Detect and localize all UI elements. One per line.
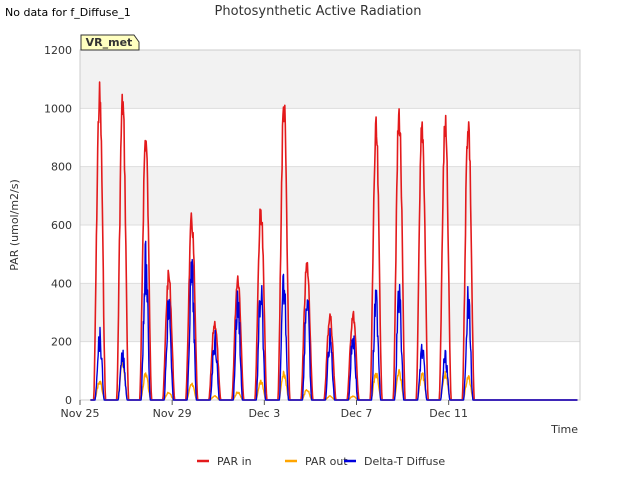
y-tick-label: 200 (51, 336, 72, 349)
chart-title: Photosynthetic Active Radiation (215, 4, 422, 19)
y-axis-ticks: 0 200 400 600 800 1000 1200 (44, 44, 72, 407)
x-tick-label: Nov 25 (61, 407, 100, 420)
background-band (80, 225, 580, 284)
background-band (80, 108, 580, 167)
x-tick-label: Dec 11 (429, 407, 468, 420)
y-tick-label: 800 (51, 161, 72, 174)
notice-text: No data for f_Diffuse_1 (5, 6, 131, 19)
site-badge: VR_met (80, 34, 140, 51)
site-badge-label: VR_met (86, 36, 133, 49)
legend-label: PAR in (217, 455, 252, 468)
series-layer (90, 81, 578, 401)
y-tick-label: 400 (51, 277, 72, 290)
plot-frame (79, 49, 581, 401)
legend-label: PAR out (305, 455, 348, 468)
x-axis-ticks: Nov 25 Nov 29 Dec 3 Dec 7 Dec 11 (61, 400, 468, 420)
x-tick-label: Nov 29 (153, 407, 192, 420)
y-tick-label: 600 (51, 219, 72, 232)
y-axis-label: PAR (umol/m2/s) (8, 179, 21, 271)
x-tick-label: Dec 3 (248, 407, 280, 420)
background-band (80, 166, 580, 225)
legend: PAR in PAR out Delta-T Diffuse (197, 455, 445, 468)
legend-label: Delta-T Diffuse (364, 455, 445, 468)
series-line-delta-t-diffuse (90, 240, 578, 401)
x-tick-label: Dec 7 (341, 407, 373, 420)
y-tick-label: 0 (65, 394, 72, 407)
x-axis-label: Time (550, 423, 578, 436)
background-bands (80, 50, 580, 400)
y-tick-label: 1000 (44, 102, 72, 115)
background-band (80, 50, 580, 109)
y-tick-label: 1200 (44, 44, 72, 57)
